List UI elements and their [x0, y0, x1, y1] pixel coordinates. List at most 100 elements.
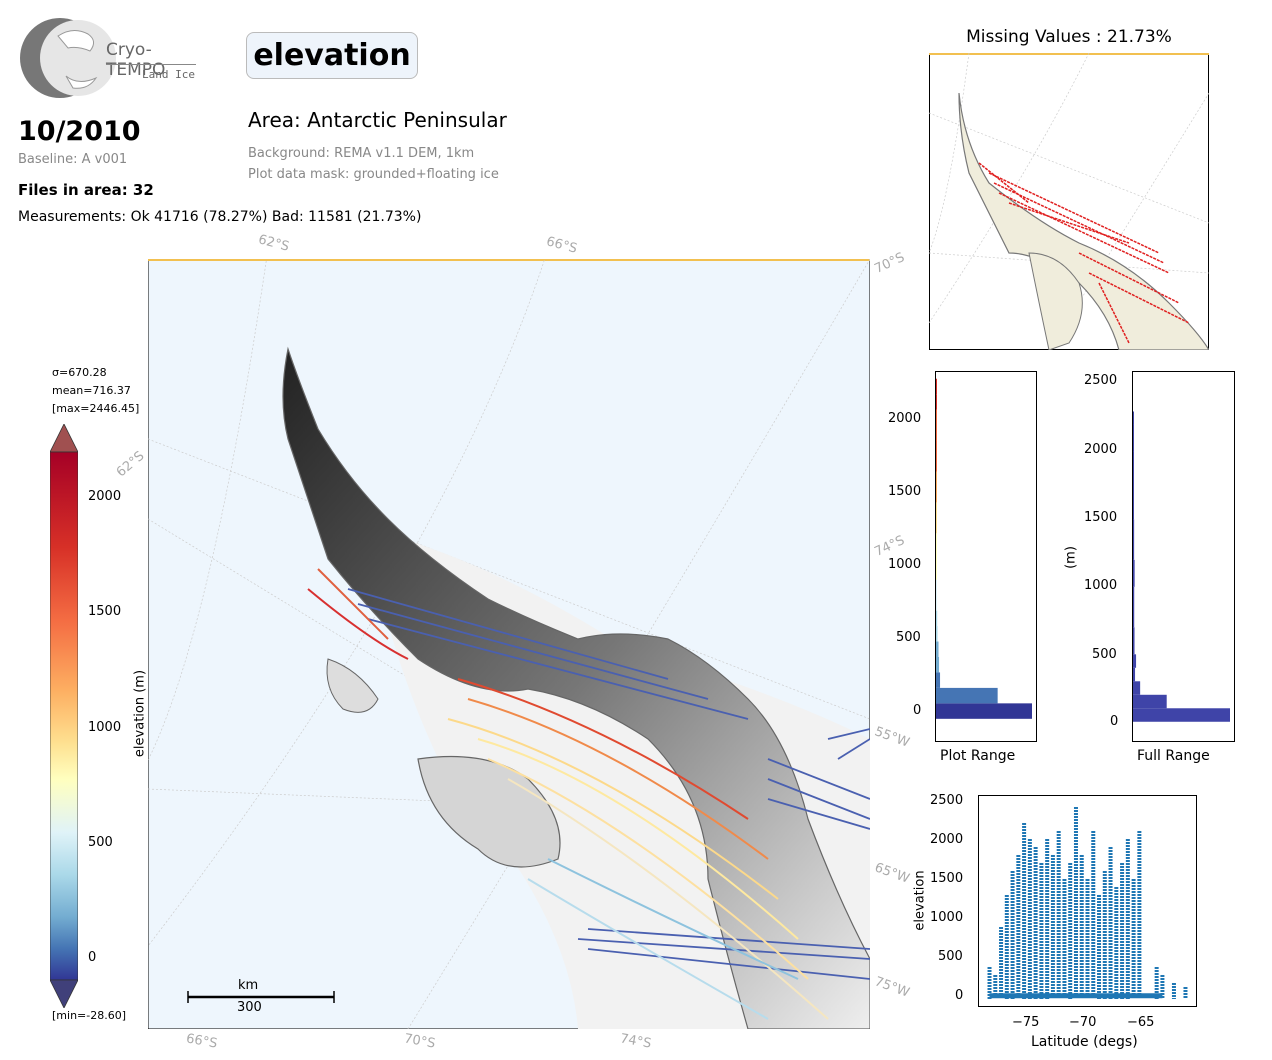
- scatter-xlabel: Latitude (degs): [1031, 1034, 1138, 1050]
- hist-full-range-tick-2500: 2500: [1084, 373, 1118, 388]
- hist-full-range-tick-0: 0: [1110, 714, 1119, 729]
- hist-full-range-tick-500: 500: [1092, 647, 1117, 662]
- hist-full-range-bar: [1133, 559, 1135, 587]
- hist-plot-range-bar: [936, 378, 937, 395]
- scatter-xtick-75: −75: [1012, 1015, 1040, 1030]
- satellite-tracks-high: [307, 568, 829, 1020]
- lat-label-62-left: 62°S: [113, 448, 148, 481]
- hist-full-range-tick-1000: 1000: [1084, 578, 1118, 593]
- hist-full-range-canvas: [1132, 371, 1235, 742]
- hist-plot-range-bar: [936, 394, 937, 410]
- scatter-elevation-latitude: [978, 795, 1197, 1007]
- hist-plot-range-tick-1500: 1500: [888, 484, 922, 499]
- hist-full-range-bar: [1133, 411, 1134, 425]
- scatter-canvas: [978, 795, 1197, 1007]
- lat-label-70-bottom: 70°S: [402, 1031, 437, 1052]
- scatter-ytick-0: 0: [955, 988, 964, 1003]
- hist-plot-range-tick-2000: 2000: [888, 411, 922, 426]
- inset-title: Missing Values : 21.73%: [966, 27, 1172, 47]
- background-label: Background: REMA v1.1 DEM, 1km: [248, 146, 475, 161]
- scatter-ytick-1000: 1000: [930, 910, 964, 925]
- scalebar-length: 300: [237, 1000, 262, 1015]
- main-map-canvas: [137, 248, 871, 1030]
- colorbar-mean: mean=716.37: [52, 384, 131, 397]
- hist-plot-range-bar: [936, 502, 937, 534]
- colorbar-graphic: [49, 423, 79, 1009]
- hist-plot-range-bar: [936, 626, 938, 642]
- inset-map[interactable]: [928, 52, 1211, 351]
- colorbar-tick-2000: 2000: [88, 489, 122, 504]
- date-label: 10/2010: [18, 116, 141, 147]
- colorbar-sigma: σ=670.28: [52, 366, 107, 379]
- hist-full-range-bar: [1133, 681, 1141, 695]
- measurements-summary: Measurements: Ok 41716 (78.27%) Bad: 115…: [18, 209, 422, 225]
- lon-label-75-right: 75°W: [872, 974, 912, 1001]
- scatter-xtick-70: −70: [1069, 1015, 1097, 1030]
- scatter-ytick-1500: 1500: [930, 871, 964, 886]
- hist-full-range-tick-1500: 1500: [1084, 510, 1118, 525]
- map-scalebar: [187, 991, 335, 1003]
- lat-label-74-right: 74°S: [872, 533, 908, 560]
- main-map[interactable]: km 300: [137, 248, 871, 1030]
- parameter-title: elevation: [246, 32, 418, 79]
- hist-plot-range-bar: [936, 579, 938, 596]
- logo-name: Cryo-TEMPO: [106, 40, 166, 80]
- hist-plot-range-xlabel: Plot Range: [940, 748, 1016, 764]
- hist-full-range-tick-2000: 2000: [1084, 442, 1118, 457]
- baseline-label: Baseline: A v001: [18, 152, 128, 167]
- cryo-tempo-logo: Cryo-TEMPO Land Ice: [18, 16, 203, 100]
- hist-plot-range-canvas: [935, 371, 1037, 742]
- hist-plot-range-bar: [936, 440, 937, 472]
- hist-plot-range-bar: [936, 672, 941, 688]
- lat-label-70-top: 70°S: [872, 250, 908, 277]
- lat-label-74-bottom: 74°S: [618, 1031, 653, 1052]
- hist-plot-range-bar: [936, 409, 937, 441]
- hist-plot-range-tick-0: 0: [913, 703, 922, 718]
- hist-full-range-bar: [1133, 424, 1134, 452]
- hist-full-range-bar: [1133, 667, 1136, 682]
- histogram-full-range: [1132, 371, 1235, 742]
- scatter-ytick-2500: 2500: [930, 793, 964, 808]
- satellite-tracks-low: [347, 588, 871, 980]
- hist-full-range-bar: [1133, 654, 1137, 668]
- lon-label-65-right: 65°W: [872, 860, 912, 887]
- hist-plot-range-bar: [936, 533, 937, 565]
- colorbar-label: elevation (m): [132, 669, 148, 758]
- inset-map-canvas: [928, 52, 1211, 351]
- hist-full-range-bar: [1133, 451, 1134, 520]
- hist-full-range-bar: [1133, 586, 1135, 628]
- scatter-ylabel: elevation: [912, 870, 928, 931]
- hist-full-range-ylabel: (m): [1063, 546, 1079, 569]
- hist-plot-range-tick-500: 500: [896, 630, 921, 645]
- histogram-plot-range: [935, 371, 1037, 742]
- colorbar-tick-0: 0: [88, 950, 97, 965]
- hist-plot-range-bar: [936, 610, 938, 627]
- lat-label-66-bottom: 66°S: [184, 1031, 219, 1052]
- area-label: Area: Antarctic Peninsular: [248, 108, 507, 132]
- colorbar-tick-500: 500: [88, 835, 113, 850]
- hist-plot-range-tick-1000: 1000: [888, 557, 922, 572]
- hist-plot-range-bar: [936, 564, 937, 580]
- scatter-ytick-500: 500: [938, 949, 963, 964]
- hist-plot-range-bar: [936, 471, 937, 503]
- hist-plot-range-bar: [936, 703, 1032, 719]
- scatter-ytick-2000: 2000: [930, 832, 964, 847]
- inset-missing-tracks: [978, 162, 1190, 344]
- scalebar-unit: km: [238, 978, 259, 993]
- lat-label-62-top: 62°S: [256, 232, 291, 255]
- scatter-xtick-65: −65: [1127, 1015, 1155, 1030]
- logo-subtitle: Land Ice: [142, 68, 195, 81]
- hist-full-range-bar: [1133, 519, 1135, 560]
- logo-divider: [106, 64, 196, 65]
- colorbar-min: [min=-28.60]: [52, 1009, 127, 1022]
- lon-label-55-right: 55°W: [872, 724, 912, 751]
- hist-plot-range-bar: [936, 687, 998, 704]
- inset-landmass: [958, 92, 1211, 351]
- hist-full-range-bar: [1133, 627, 1135, 655]
- hist-plot-range-bar: [936, 595, 938, 611]
- hist-plot-range-bar: [936, 656, 940, 673]
- colorbar-tick-1500: 1500: [88, 604, 122, 619]
- lat-label-66-top: 66°S: [544, 234, 579, 257]
- hist-full-range-bar: [1133, 708, 1230, 722]
- elevation-colorbar: [49, 423, 79, 1009]
